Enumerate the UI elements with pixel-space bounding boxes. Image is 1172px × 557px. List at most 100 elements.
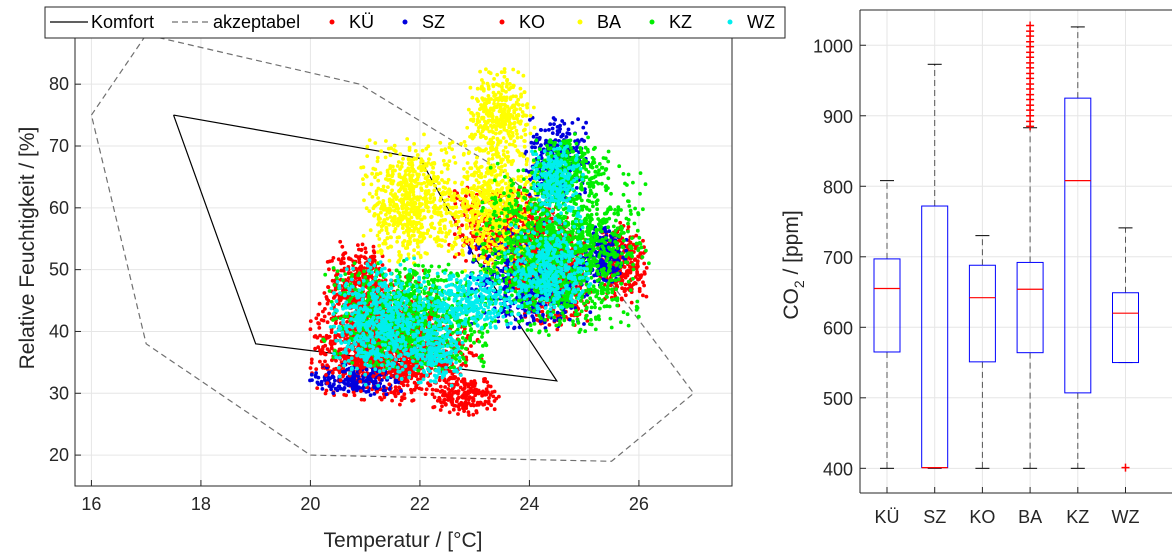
- scatter-point: [372, 392, 377, 396]
- scatter-point: [344, 377, 349, 382]
- scatter-point: [481, 402, 485, 407]
- scatter-point: [639, 251, 643, 256]
- scatter-point: [512, 326, 516, 331]
- scatter-point: [466, 397, 471, 401]
- scatter-point: [540, 309, 545, 314]
- scatter-point: [323, 343, 328, 348]
- scatter-point: [372, 250, 377, 255]
- scatter-point: [456, 395, 461, 400]
- scatter-point: [550, 126, 555, 131]
- scatter-point: [318, 359, 322, 364]
- scatter-point: [346, 380, 350, 385]
- scatter-point: [642, 261, 647, 266]
- scatter-point: [440, 388, 445, 393]
- scatter-point: [460, 233, 465, 238]
- scatter-point: [464, 391, 469, 396]
- scatter-point: [396, 391, 401, 396]
- scatter-point: [533, 145, 537, 150]
- scatter-point: [338, 239, 343, 244]
- scatter-point: [461, 406, 465, 411]
- scatter-point: [483, 392, 487, 397]
- scatter-point: [523, 313, 528, 318]
- scatter-point: [497, 394, 501, 399]
- scatter-point: [603, 230, 608, 234]
- scatter-point: [327, 311, 331, 316]
- scatter-point: [380, 378, 384, 382]
- scatter-point: [452, 374, 456, 379]
- scatter-point: [342, 392, 347, 397]
- scatter-point: [317, 321, 321, 326]
- scatter-point: [642, 271, 647, 276]
- scatter-point: [357, 276, 362, 281]
- scatter-point: [443, 385, 447, 389]
- scatter-point: [424, 387, 429, 392]
- scatter-point: [535, 318, 539, 322]
- scatter-point: [323, 307, 327, 311]
- scatter-point: [453, 390, 457, 395]
- scatter-point: [466, 384, 471, 389]
- scatter-point: [636, 254, 640, 259]
- scatter-point: [432, 395, 437, 400]
- scatter-point: [539, 304, 544, 309]
- scatter-point: [366, 381, 371, 386]
- scatter-point: [490, 390, 495, 395]
- scatter-point: [567, 317, 572, 322]
- scatter-point: [529, 140, 534, 145]
- scatter-point: [446, 398, 451, 402]
- scatter-point: [524, 149, 529, 154]
- scatter-point: [387, 382, 392, 387]
- scatter-point: [543, 128, 548, 133]
- scatter-point: [416, 371, 421, 376]
- scatter-point: [359, 397, 364, 402]
- scatter-point: [539, 143, 543, 148]
- scatter-point: [463, 396, 468, 400]
- scatter-point: [628, 270, 633, 275]
- scatter-points: [308, 67, 651, 417]
- scatter-point: [492, 399, 497, 403]
- scatter-point: [575, 138, 580, 143]
- scatter-point: [471, 233, 475, 238]
- scatter-point: [622, 289, 627, 294]
- scatter-point: [348, 257, 353, 262]
- scatter-point: [411, 398, 416, 402]
- scatter-point: [323, 359, 327, 364]
- scatter-point: [349, 382, 354, 387]
- scatter-point: [325, 301, 330, 306]
- scatter-point: [474, 409, 479, 413]
- scatter-point: [486, 399, 491, 404]
- scatter-point: [439, 400, 443, 405]
- scatter-point: [367, 209, 372, 214]
- scatter-point: [314, 316, 319, 321]
- scatter-point: [447, 410, 452, 415]
- scatter-point: [370, 254, 375, 259]
- scatter-point: [644, 294, 649, 299]
- scatter-point: [326, 335, 330, 340]
- scatter-point: [442, 393, 447, 398]
- scatter-point: [321, 318, 326, 323]
- scatter-point: [316, 345, 321, 350]
- scatter-point: [371, 244, 376, 249]
- scatter-point: [324, 295, 329, 299]
- scatter-point: [442, 378, 447, 383]
- scatter-point: [476, 402, 481, 407]
- scatter-point: [356, 243, 360, 248]
- scatter-point: [582, 322, 586, 326]
- scatter-point: [446, 387, 451, 391]
- scatter-point: [364, 390, 369, 394]
- scatter-point: [629, 300, 634, 305]
- scatter-point: [435, 398, 440, 403]
- scatter-point: [635, 271, 640, 276]
- scatter-point: [390, 373, 394, 378]
- scatter-point: [377, 376, 381, 381]
- scatter-point: [352, 393, 357, 398]
- scatter-point: [335, 388, 340, 393]
- scatter-point: [618, 220, 623, 225]
- scatter-point: [395, 239, 399, 244]
- scatter-point: [450, 371, 455, 376]
- scatter-point: [336, 257, 341, 262]
- scatter-point: [381, 388, 386, 393]
- scatter-point: [584, 131, 588, 136]
- scatter-point: [315, 386, 320, 390]
- scatter-point: [323, 391, 328, 396]
- scatter-point: [633, 281, 638, 286]
